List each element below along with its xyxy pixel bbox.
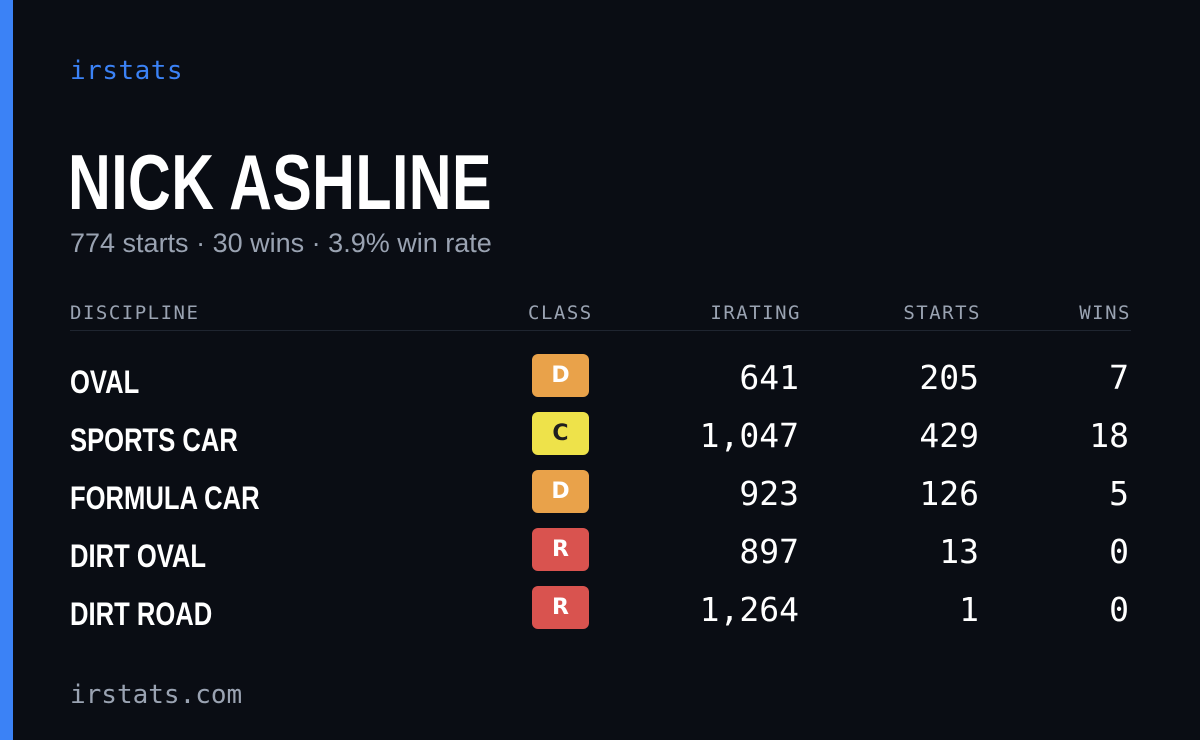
column-header-irating: IRATING <box>710 302 801 324</box>
table-row: OVAL D 641 205 7 <box>70 350 1131 408</box>
brand-logo[interactable]: irstats <box>70 56 184 86</box>
starts-value: 13 <box>939 532 979 571</box>
starts-value: 1 <box>959 590 979 629</box>
starts-value: 429 <box>919 416 979 455</box>
irating-value: 1,047 <box>699 416 799 455</box>
wins-value: 0 <box>1109 532 1129 571</box>
summary-win-rate: 3.9% win rate <box>328 228 492 258</box>
column-header-discipline: DISCIPLINE <box>70 302 200 324</box>
discipline-name: SPORTS CAR <box>70 422 238 458</box>
accent-bar <box>0 0 13 740</box>
irating-value: 641 <box>739 358 799 397</box>
starts-value: 205 <box>919 358 979 397</box>
table-row: DIRT OVAL R 897 13 0 <box>70 524 1131 582</box>
license-class-badge: C <box>532 412 589 455</box>
column-header-starts: STARTS <box>903 302 981 324</box>
license-class-badge: D <box>532 354 589 397</box>
summary-separator: · <box>311 228 321 258</box>
stats-table-body: OVAL D 641 205 7 SPORTS CAR C 1,047 429 … <box>70 350 1131 640</box>
table-row: DIRT ROAD R 1,264 1 0 <box>70 582 1131 640</box>
column-header-wins: WINS <box>1079 302 1131 324</box>
driver-summary: 774 starts · 30 wins · 3.9% win rate <box>70 228 492 259</box>
irating-value: 897 <box>739 532 799 571</box>
starts-value: 126 <box>919 474 979 513</box>
summary-starts: 774 starts <box>70 228 189 258</box>
discipline-name: DIRT ROAD <box>70 596 213 632</box>
license-class-badge: D <box>532 470 589 513</box>
table-row: FORMULA CAR D 923 126 5 <box>70 466 1131 524</box>
discipline-name: OVAL <box>70 364 140 400</box>
license-class-badge: R <box>532 586 589 629</box>
driver-name: NICK ASHLINE <box>68 138 492 226</box>
discipline-name: DIRT OVAL <box>70 538 207 574</box>
wins-value: 5 <box>1109 474 1129 513</box>
summary-wins: 30 wins <box>212 228 305 258</box>
table-row: SPORTS CAR C 1,047 429 18 <box>70 408 1131 466</box>
column-header-class: CLASS <box>528 302 593 324</box>
discipline-name: FORMULA CAR <box>70 480 260 516</box>
footer-site-link[interactable]: irstats.com <box>70 680 243 710</box>
stats-table-header: DISCIPLINE CLASS IRATING STARTS WINS <box>70 300 1131 331</box>
license-class-badge: R <box>532 528 589 571</box>
wins-value: 7 <box>1109 358 1129 397</box>
wins-value: 0 <box>1109 590 1129 629</box>
irating-value: 1,264 <box>699 590 799 629</box>
irating-value: 923 <box>739 474 799 513</box>
wins-value: 18 <box>1089 416 1129 455</box>
summary-separator: · <box>196 228 206 258</box>
